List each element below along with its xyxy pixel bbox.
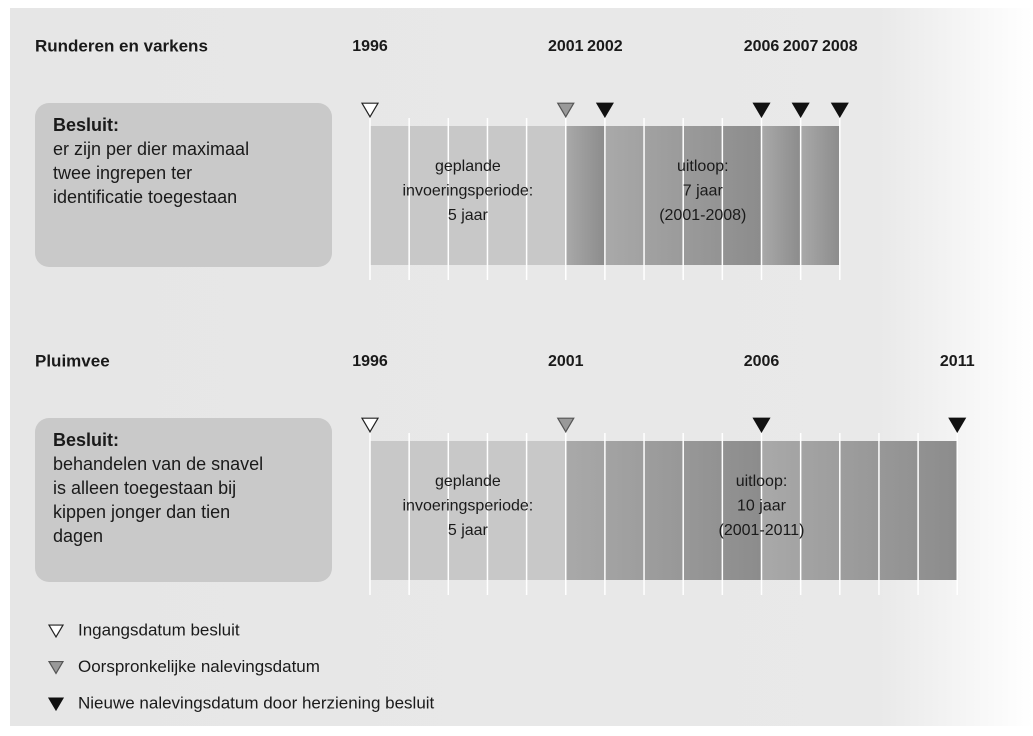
- year-label: 2007: [783, 38, 819, 55]
- year-label: 2001: [548, 353, 584, 370]
- date-marker: [830, 102, 849, 118]
- decision-line: twee ingrepen ter: [53, 163, 192, 183]
- planned-label: 5 jaar: [448, 207, 489, 224]
- overrun-label: 7 jaar: [683, 183, 724, 200]
- decision-box: [35, 418, 332, 582]
- overrun-label: (2001-2011): [719, 522, 805, 539]
- decision-line: dagen: [53, 526, 103, 546]
- date-marker: [752, 417, 771, 433]
- decision-line: is alleen toegestaan bij: [53, 478, 236, 498]
- legend-symbol: [47, 624, 65, 639]
- legend-label: Ingangsdatum besluit: [78, 620, 240, 639]
- planned-period: [370, 126, 566, 265]
- decision-line: er zijn per dier maximaal: [53, 139, 249, 159]
- year-label: 1996: [352, 38, 388, 55]
- year-label: 2011: [940, 353, 975, 370]
- planned-label: geplande: [435, 158, 501, 175]
- decision-heading: Besluit:: [53, 115, 119, 135]
- year-label: 2006: [744, 353, 780, 370]
- planned-period: [370, 441, 566, 580]
- planned-label: invoeringsperiode:: [403, 183, 534, 200]
- legend-symbol: [47, 660, 65, 675]
- year-label: 1996: [352, 353, 388, 370]
- year-label: 2008: [822, 38, 858, 55]
- decision-box: [35, 103, 332, 267]
- section-title: Pluimvee: [35, 351, 110, 370]
- year-label: 2002: [587, 38, 623, 55]
- year-label: 2001: [548, 38, 584, 55]
- overrun-segment: [761, 126, 801, 265]
- planned-label: invoeringsperiode:: [403, 498, 534, 515]
- date-marker: [556, 102, 575, 118]
- section-title: Runderen en varkens: [35, 36, 208, 55]
- date-marker: [360, 102, 380, 118]
- overrun-segment: [761, 441, 958, 580]
- overrun-label: uitloop:: [736, 473, 788, 490]
- overrun-label: 10 jaar: [737, 498, 787, 515]
- planned-label: geplande: [435, 473, 501, 490]
- legend-symbol: [47, 697, 65, 712]
- decision-line: behandelen van de snavel: [53, 454, 263, 474]
- overrun-segment: [800, 126, 840, 265]
- date-marker: [752, 102, 771, 118]
- decision-heading: Besluit:: [53, 430, 119, 450]
- overrun-segment: [565, 126, 605, 265]
- legend-label: Nieuwe nalevingsdatum door herziening be…: [78, 693, 435, 712]
- date-marker: [791, 102, 810, 118]
- overrun-label: uitloop:: [677, 158, 729, 175]
- decision-line: kippen jonger dan tien: [53, 502, 230, 522]
- legend-label: Oorspronkelijke nalevingsdatum: [78, 657, 320, 676]
- overrun-label: (2001-2008): [659, 207, 746, 224]
- date-marker: [360, 417, 380, 433]
- decision-line: identificatie toegestaan: [53, 187, 237, 207]
- year-label: 2006: [744, 38, 780, 55]
- date-marker: [948, 417, 967, 433]
- overrun-segment: [565, 441, 762, 580]
- date-marker: [556, 417, 575, 433]
- date-marker: [595, 102, 614, 118]
- planned-label: 5 jaar: [448, 522, 489, 539]
